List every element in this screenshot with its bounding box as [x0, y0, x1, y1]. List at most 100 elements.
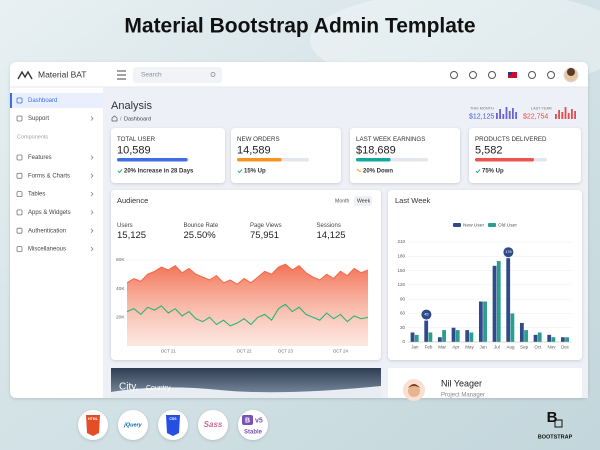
bar — [524, 330, 528, 342]
bar — [492, 265, 497, 342]
x-tick-label: Feb — [425, 345, 433, 350]
x-tick-label: Oct — [534, 345, 542, 350]
bootstrap-status: Stable — [244, 430, 263, 436]
y-tick-label: 30 — [400, 325, 406, 330]
y-tick-label: 0 — [402, 339, 405, 344]
value-label: 176 — [505, 250, 511, 254]
y-tick-label: 180 — [397, 253, 405, 258]
stat-label: Sessions — [317, 223, 341, 229]
legend-label: New User — [463, 222, 484, 228]
legend-swatch — [488, 223, 496, 227]
topbar-icon[interactable] — [488, 71, 496, 79]
sidebar-section: Components — [17, 134, 48, 140]
profile-avatar-hair — [408, 384, 420, 388]
sidebar-icon — [16, 246, 23, 252]
sidebar-item[interactable]: Dashboard — [28, 98, 57, 104]
profile-role: Project Manager — [441, 393, 485, 399]
sidebar-item[interactable]: Support — [28, 116, 49, 122]
search-placeholder: Search — [141, 72, 162, 79]
check-icon — [117, 169, 123, 174]
bar — [565, 337, 569, 342]
x-tick-label: Jan — [411, 345, 419, 350]
tech-badge-label: CSS — [169, 417, 177, 421]
stat-value: 5,582 — [475, 144, 503, 156]
topbar-icon[interactable] — [450, 71, 458, 79]
progress-fill — [356, 158, 391, 162]
sidebar-item[interactable]: Miscellaneous — [28, 247, 66, 253]
sidebar-chevron — [90, 155, 94, 160]
search-box[interactable] — [133, 67, 222, 83]
stat-card — [469, 128, 581, 183]
sparkline-bar — [567, 113, 570, 119]
sidebar-item[interactable]: Tables — [28, 192, 45, 198]
x-tick-label: May — [465, 345, 474, 350]
tech-shield — [166, 415, 180, 436]
bar — [547, 334, 552, 342]
toggle-button[interactable]: Month — [335, 198, 350, 204]
sidebar-item[interactable]: Forms & Charts — [28, 173, 70, 179]
x-tick-label: OCT 23 — [278, 349, 294, 354]
trend-down-icon — [356, 168, 362, 172]
home-icon — [111, 115, 118, 122]
summary-label: THIS MONTH — [470, 107, 494, 111]
bar — [414, 334, 419, 342]
bar — [442, 330, 446, 342]
user-avatar-hair — [567, 68, 575, 76]
sidebar-active-bg — [10, 93, 103, 108]
language-flag[interactable] — [508, 72, 517, 78]
search-icon — [210, 72, 216, 77]
sidebar-chevron — [90, 246, 94, 252]
stat-card — [350, 128, 460, 183]
check-icon — [237, 169, 243, 174]
card-title: Last Week — [395, 196, 431, 205]
stat-value: 10,589 — [117, 144, 151, 156]
bootstrap-letter: B — [245, 417, 250, 424]
sidebar-chevron — [90, 116, 94, 121]
last-week-card — [388, 190, 582, 360]
sidebar-item[interactable]: Features — [28, 155, 52, 161]
topbar-icon[interactable] — [528, 71, 536, 79]
bar — [551, 337, 556, 342]
city-subtitle: Country — [146, 385, 171, 392]
page-title: Analysis — [111, 100, 152, 112]
value-label-bubble — [421, 309, 432, 320]
sidebar-chevron — [90, 173, 94, 179]
stat-value: 14,589 — [237, 144, 271, 156]
sparkline-bar — [564, 107, 567, 119]
bar — [455, 330, 460, 342]
progress-fill — [475, 158, 535, 162]
topbar-icon[interactable] — [547, 71, 555, 79]
profile-avatar-face — [408, 385, 420, 397]
tech-badge — [198, 410, 228, 440]
sidebar-chevron — [90, 228, 94, 233]
sidebar-chevron — [90, 191, 94, 197]
sidebar-item[interactable]: Apps & Widgets — [28, 210, 71, 216]
sidebar-item[interactable]: Authentication — [28, 228, 66, 234]
topbar-icon[interactable] — [469, 71, 477, 79]
sidebar-icon — [16, 154, 23, 161]
profile-name: Nil Yeager — [441, 378, 482, 388]
bar — [451, 327, 456, 342]
sidebar-icon — [16, 97, 23, 104]
sidebar-icon — [16, 172, 23, 179]
stat-card — [111, 128, 225, 183]
brand-name: Material BAT — [38, 69, 87, 79]
sidebar-icon — [16, 115, 23, 122]
x-tick-label: Nov — [547, 345, 556, 350]
x-tick-label: Aug — [506, 345, 515, 350]
sparkline-bar — [496, 113, 498, 119]
stat-label: TOTAL USER — [117, 136, 156, 143]
sparkline-bar — [571, 109, 573, 119]
stat-value: 14,125 — [317, 230, 346, 241]
bar — [469, 332, 474, 342]
stat-note: 20% Down — [363, 169, 393, 175]
sparkline-bar — [558, 110, 560, 119]
bar — [496, 261, 501, 342]
brand-logo — [17, 70, 33, 80]
summary-label: LAST YEAR — [531, 107, 552, 111]
sparkline-bar — [561, 112, 564, 119]
sidebar-active-bar — [10, 93, 12, 108]
bar — [437, 337, 442, 342]
series-line — [126, 303, 369, 327]
toggle-button[interactable]: Week — [357, 198, 371, 204]
